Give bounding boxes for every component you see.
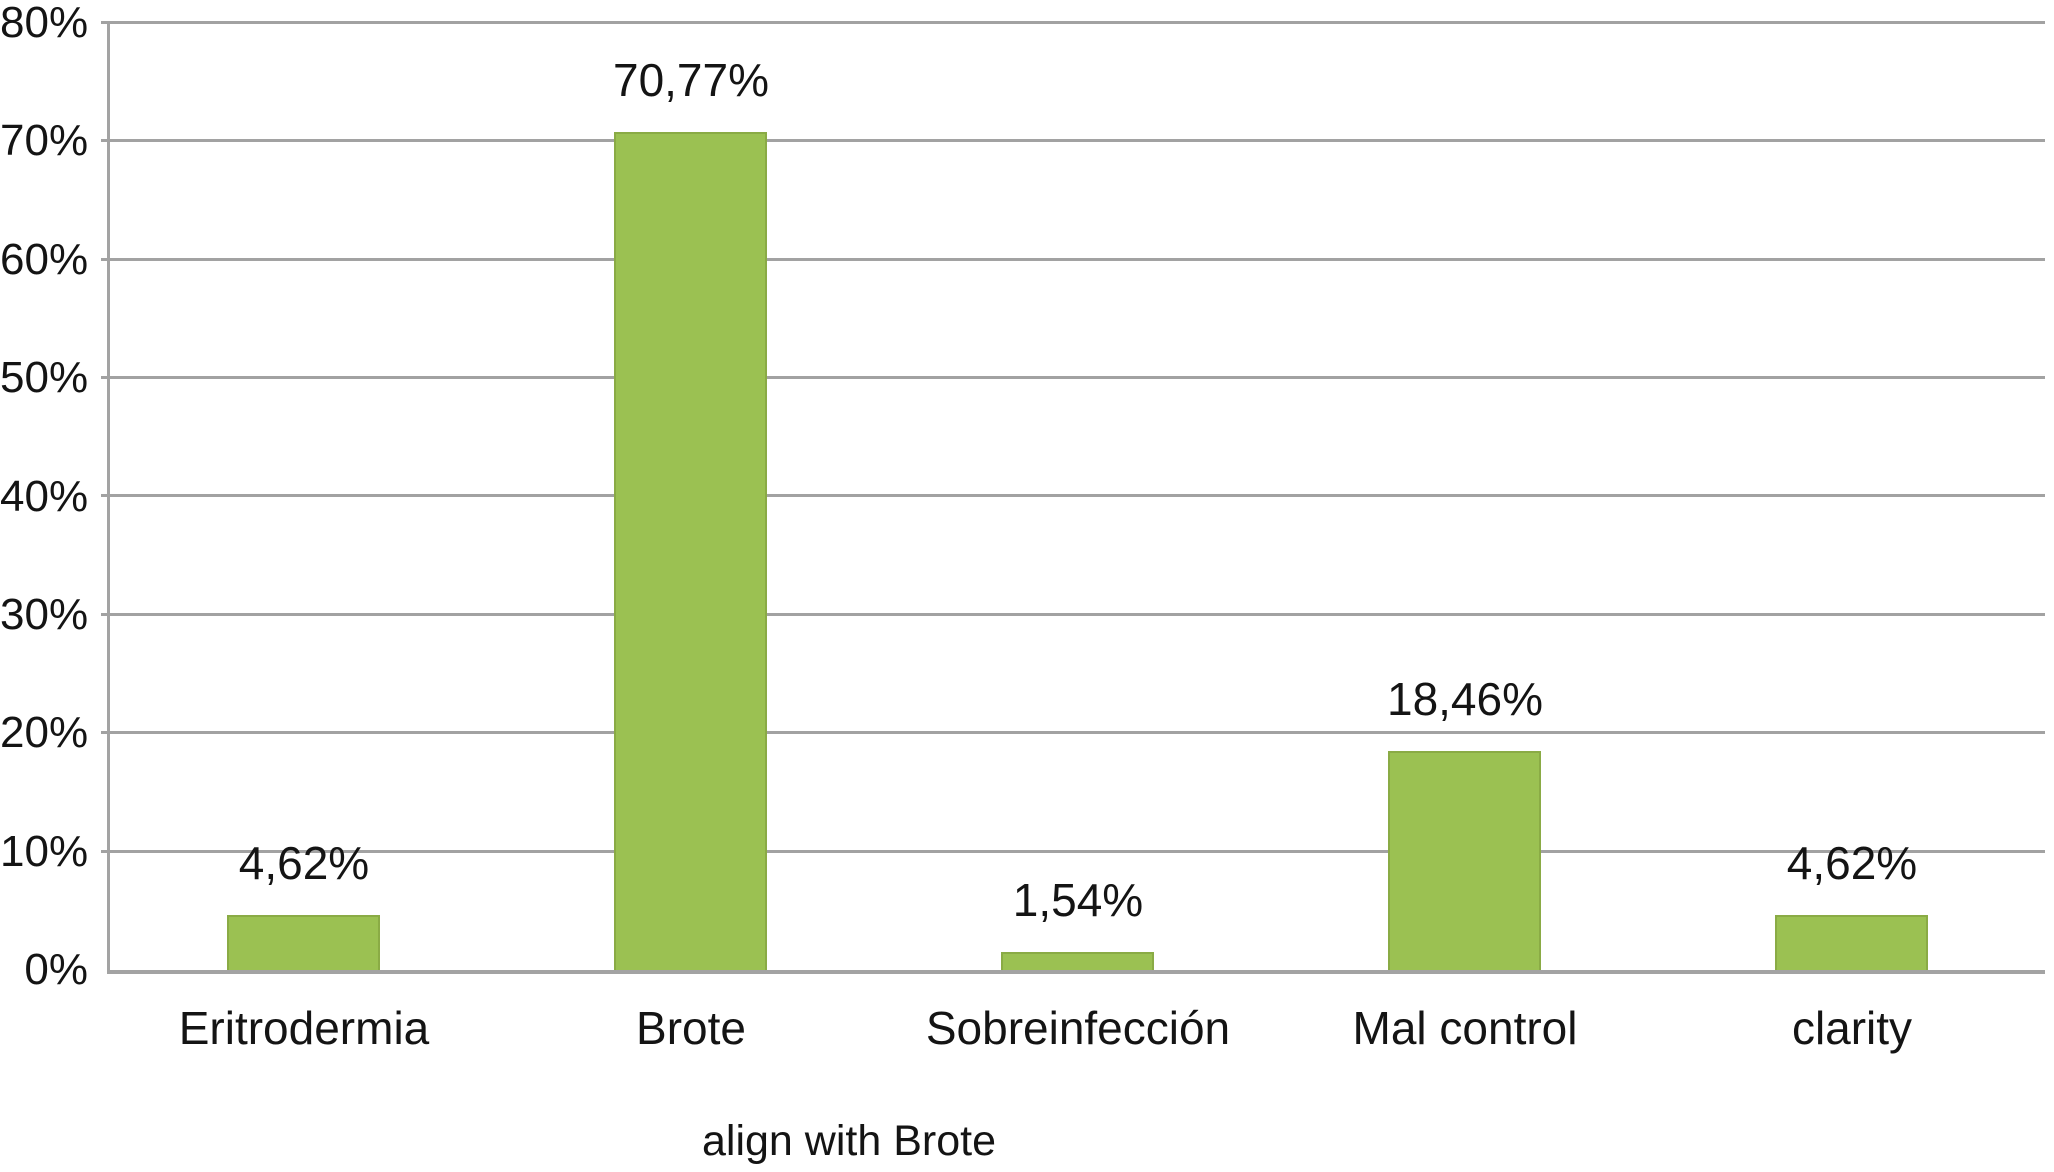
gridline bbox=[101, 494, 2045, 497]
gridline bbox=[101, 21, 2045, 24]
y-axis-tick-label: 40% bbox=[0, 472, 89, 521]
bar bbox=[1001, 952, 1154, 970]
x-axis-category-label: clarity bbox=[1791, 1002, 1913, 1054]
gridline bbox=[101, 139, 2045, 142]
x-axis-category-label: Eritrodermia bbox=[178, 1002, 430, 1054]
gridline bbox=[101, 731, 2045, 734]
bar bbox=[227, 915, 380, 970]
x-axis-category-label: Brote bbox=[636, 1002, 746, 1054]
bar bbox=[1775, 915, 1928, 970]
bar-value-label: 4,62% bbox=[238, 837, 370, 889]
gridline bbox=[101, 376, 2045, 379]
x-axis-category-label: Sobreinfección bbox=[925, 1002, 1231, 1054]
bar bbox=[614, 132, 767, 970]
y-axis-tick-label: 80% bbox=[0, 0, 89, 47]
y-axis-tick-label: 70% bbox=[0, 116, 89, 165]
bar bbox=[1388, 751, 1541, 970]
y-axis-tick-label: 50% bbox=[0, 353, 89, 402]
y-axis-tick-label: 20% bbox=[0, 708, 89, 757]
y-axis-tick-label: 10% bbox=[0, 827, 89, 876]
gridline bbox=[101, 613, 2045, 616]
y-axis-tick-label: 30% bbox=[0, 590, 89, 639]
bar-value-label: 70,77% bbox=[612, 54, 769, 106]
gridline bbox=[101, 258, 2045, 261]
y-axis-tick-label: 60% bbox=[0, 235, 89, 284]
gridline bbox=[101, 850, 2045, 853]
x-axis-category-label: Mal control bbox=[1352, 1002, 1578, 1054]
bar-value-label: 1,54% bbox=[1012, 874, 1144, 926]
bar-value-label: 4,62% bbox=[1786, 837, 1918, 889]
plot-area: 4,62% 70,77% 1,54% 18,46% 4,62% bbox=[101, 21, 2045, 974]
bar-value-label: 18,46% bbox=[1386, 673, 1543, 725]
y-axis-tick-label: 0% bbox=[24, 945, 88, 994]
x-axis-title: align with Brote bbox=[702, 1117, 996, 1165]
